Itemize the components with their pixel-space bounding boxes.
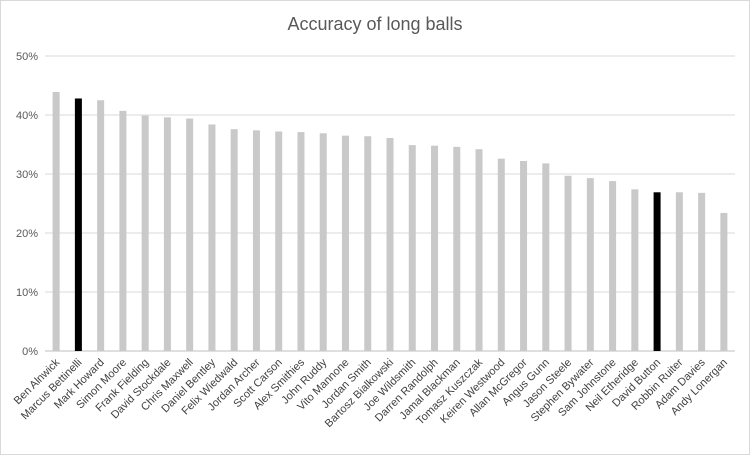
bar (431, 145, 439, 351)
bar (341, 135, 349, 351)
bar (586, 178, 594, 351)
bar (408, 145, 416, 351)
bar (319, 133, 327, 351)
bar (698, 192, 706, 351)
bar (520, 161, 528, 351)
bar (208, 124, 216, 351)
bar (453, 146, 461, 351)
bar (97, 100, 105, 351)
bar (631, 189, 639, 351)
bar (364, 136, 372, 351)
y-tick-label: 50% (16, 51, 38, 63)
highlighted-bar (653, 192, 661, 351)
bar (119, 110, 127, 352)
bar (609, 181, 617, 351)
bar (275, 131, 283, 351)
y-tick-label: 0% (22, 346, 38, 358)
bar (564, 175, 572, 351)
bar (542, 163, 550, 351)
chart-title: Accuracy of long balls (287, 14, 463, 34)
y-tick-label: 10% (16, 287, 38, 299)
bar (141, 115, 149, 351)
bar (386, 138, 394, 351)
y-tick-label: 30% (16, 169, 38, 181)
bar (675, 192, 683, 351)
bar (230, 129, 238, 351)
bar (475, 149, 483, 351)
bar (252, 130, 260, 351)
bar (297, 132, 305, 351)
y-tick-label: 40% (16, 110, 38, 122)
highlighted-bar (74, 98, 82, 351)
bar (186, 118, 194, 351)
bar (497, 158, 505, 351)
bar (720, 212, 728, 351)
y-tick-label: 20% (16, 228, 38, 240)
bar (52, 91, 60, 352)
bar (163, 117, 171, 351)
